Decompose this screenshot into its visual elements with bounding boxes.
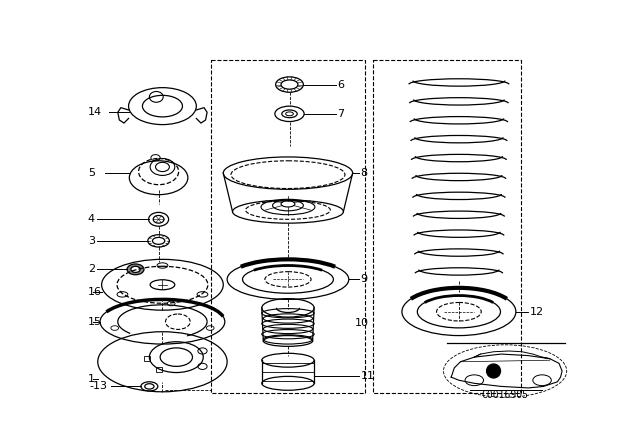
Text: 2: 2: [88, 264, 95, 274]
Text: 11: 11: [360, 370, 374, 381]
Text: 3: 3: [88, 236, 95, 246]
Text: 10: 10: [355, 318, 369, 328]
Ellipse shape: [127, 264, 144, 275]
Text: 16: 16: [88, 288, 102, 297]
Text: 4: 4: [88, 214, 95, 224]
Text: -13: -13: [90, 381, 108, 392]
Bar: [211, 60, 365, 392]
Text: 7: 7: [337, 109, 344, 119]
Text: 6: 6: [337, 80, 344, 90]
Bar: [372, 60, 520, 392]
Text: 14: 14: [88, 107, 102, 117]
Ellipse shape: [131, 266, 140, 272]
Text: 8: 8: [360, 168, 367, 178]
Text: C0016905: C0016905: [482, 390, 529, 400]
Circle shape: [486, 364, 500, 378]
Text: 1: 1: [88, 374, 95, 383]
Bar: [144, 356, 150, 361]
Bar: [156, 367, 163, 372]
Text: 5: 5: [88, 168, 95, 178]
Text: 15: 15: [88, 317, 102, 327]
Text: 9: 9: [360, 274, 367, 284]
Text: 12: 12: [530, 307, 544, 317]
